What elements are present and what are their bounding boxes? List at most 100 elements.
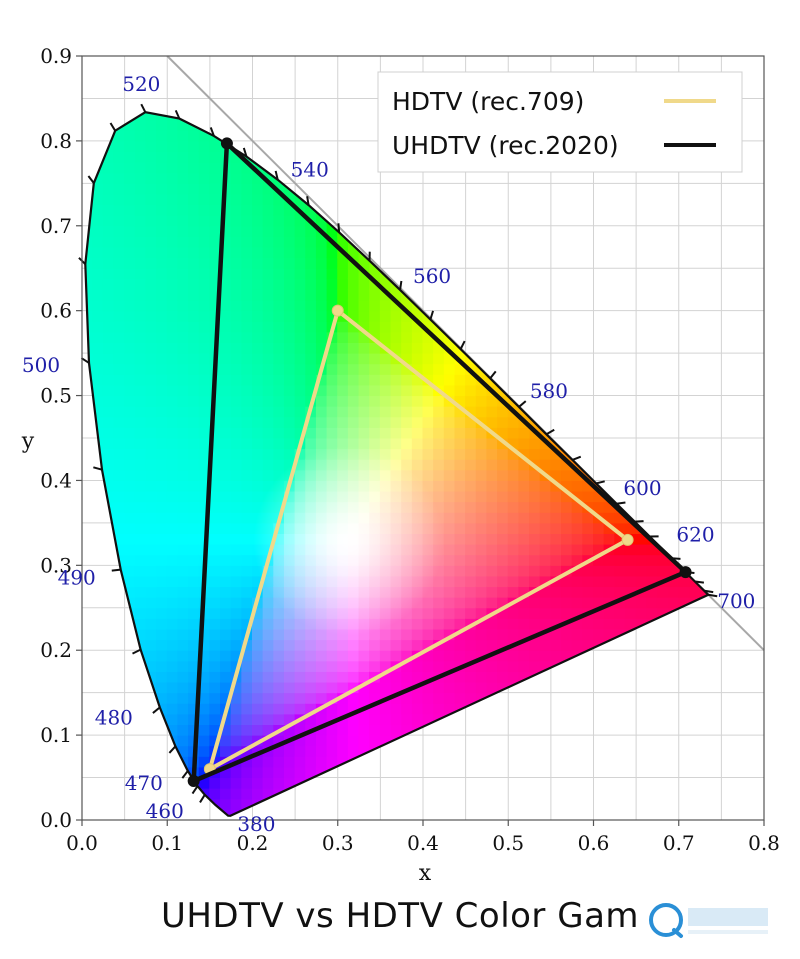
color-cell: [454, 225, 467, 237]
color-cell: [529, 479, 541, 492]
color-cell: [85, 299, 94, 312]
color-cell: [283, 426, 296, 439]
color-cell: [433, 373, 445, 386]
color-cell: [305, 267, 317, 280]
color-cell: [614, 246, 626, 259]
color-cell: [497, 172, 509, 184]
color-cell: [486, 596, 499, 609]
color-cell: [262, 777, 275, 789]
color-cell: [688, 670, 701, 683]
color-cell: [475, 257, 488, 269]
color-cell: [326, 692, 339, 704]
color-cell: [507, 235, 520, 248]
color-cell: [721, 703, 733, 715]
color-cell: [593, 649, 605, 662]
color-cell: [113, 331, 126, 343]
color-cell: [348, 87, 360, 99]
color-cell: [699, 331, 709, 343]
color-cell: [518, 426, 531, 439]
color-cell: [582, 235, 594, 248]
color-cell: [603, 575, 616, 588]
color-cell: [145, 607, 158, 619]
color-cell: [518, 586, 531, 598]
color-cell: [230, 745, 243, 757]
color-cell: [678, 257, 690, 269]
color-cell: [124, 214, 136, 227]
color-cell: [411, 395, 424, 407]
color-cell: [411, 310, 424, 322]
color-cell: [539, 575, 552, 588]
color-cell: [252, 628, 264, 641]
color-cell: [422, 182, 435, 195]
color-cell: [529, 267, 541, 280]
color-cell: [624, 681, 637, 694]
color-cell: [593, 214, 605, 227]
color-cell: [379, 395, 392, 407]
color-cell: [92, 373, 104, 386]
color-cell: [571, 437, 584, 450]
color-cell: [721, 193, 733, 205]
color-cell: [699, 288, 709, 301]
color-cell: [177, 299, 190, 312]
color-cell: [124, 586, 136, 598]
color-cell: [529, 649, 541, 662]
color-cell: [379, 278, 392, 290]
color-cell: [571, 320, 584, 333]
color-cell: [156, 554, 168, 566]
color-cell: [273, 649, 285, 662]
color-cell: [273, 713, 285, 725]
color-cell: [614, 384, 626, 397]
color-cell: [145, 660, 158, 672]
color-cell: [422, 352, 435, 365]
color-cell: [539, 554, 552, 566]
color-cell: [614, 278, 626, 290]
color-cell: [283, 257, 296, 269]
color-cell: [230, 575, 243, 588]
color-cell: [347, 119, 360, 131]
color-cell: [241, 384, 253, 397]
color-cell: [518, 437, 531, 450]
color-cell: [646, 342, 658, 354]
color-cell: [518, 267, 531, 280]
color-cell: [710, 491, 722, 503]
color-cell: [390, 755, 403, 768]
color-cell: [188, 151, 200, 163]
color-cell: [85, 501, 94, 513]
color-cell: [198, 246, 211, 259]
color-cell: [710, 204, 722, 216]
color-cell: [678, 501, 690, 513]
color-cell: [603, 554, 616, 566]
color-cell: [582, 214, 594, 227]
color-cell: [379, 713, 392, 725]
color-cell: [262, 235, 275, 248]
color-cell: [337, 257, 349, 269]
color-cell: [635, 395, 648, 407]
color-cell: [603, 670, 616, 683]
color-cell: [134, 416, 147, 428]
color-cell: [379, 724, 392, 736]
color-cell: [624, 639, 637, 651]
color-cell: [443, 214, 456, 227]
color-cell: [688, 299, 701, 312]
color-cell: [252, 246, 264, 259]
color-cell: [561, 745, 573, 757]
color-cell: [145, 278, 158, 290]
color-cell: [230, 639, 243, 651]
color-cell: [358, 288, 371, 301]
color-cell: [688, 278, 701, 290]
color-cell: [113, 522, 126, 534]
color-cell: [635, 766, 648, 779]
color-cell: [699, 204, 709, 216]
color-cell: [433, 342, 445, 354]
color-cell: [593, 257, 605, 269]
color-cell: [198, 755, 211, 768]
color-cell: [92, 766, 104, 779]
color-cell: [656, 522, 669, 534]
color-cell: [283, 702, 296, 715]
color-cell: [230, 172, 243, 184]
color-cell: [401, 458, 413, 471]
color-cell: [230, 734, 243, 747]
color-cell: [358, 713, 371, 725]
color-cell: [688, 373, 701, 386]
color-cell: [603, 405, 616, 418]
